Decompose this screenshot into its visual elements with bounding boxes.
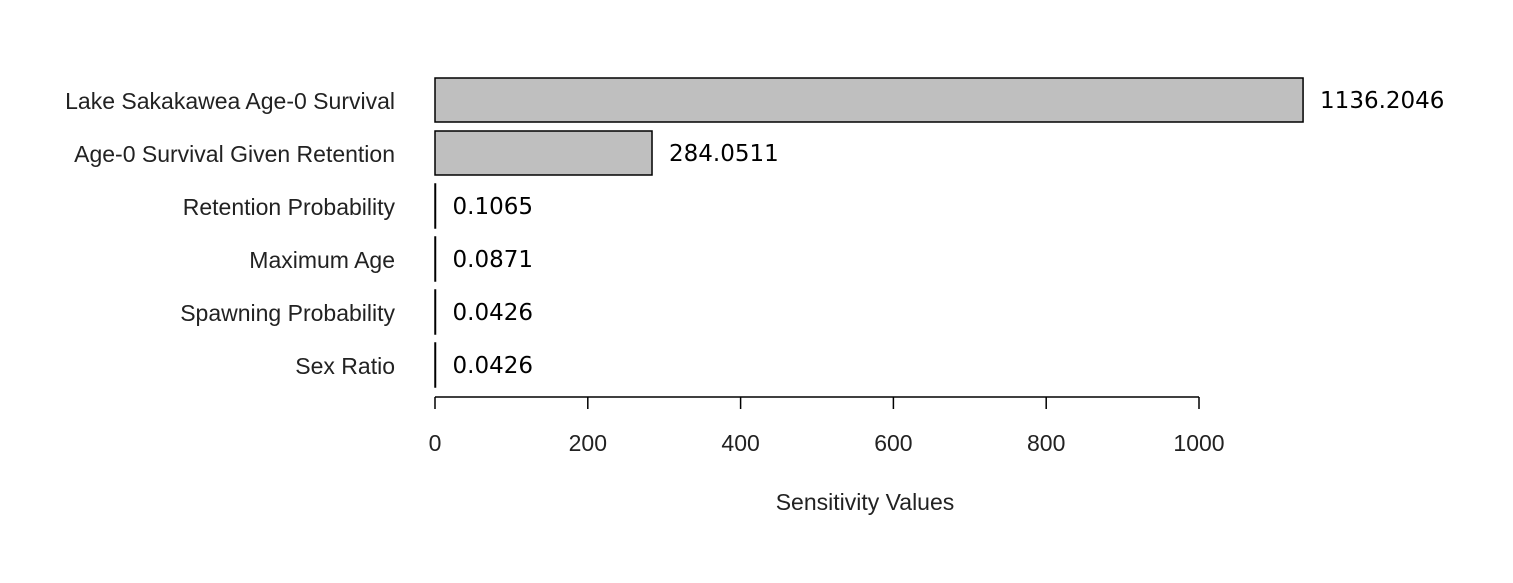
category-label: Retention Probability <box>183 194 396 220</box>
x-tick-label: 400 <box>721 430 759 456</box>
x-tick-label: 200 <box>569 430 607 456</box>
bar <box>434 236 437 282</box>
bar <box>434 130 653 176</box>
x-axis-ticks: 0 200 400 600 800 1000 <box>429 397 1225 456</box>
bars <box>434 77 1304 388</box>
bar-value-label: 0.1065 <box>453 194 533 220</box>
bar <box>434 342 437 388</box>
x-tick-label: 1000 <box>1173 430 1224 456</box>
category-label: Maximum Age <box>249 247 395 273</box>
category-label: Spawning Probability <box>180 300 395 326</box>
x-tick-label: 600 <box>874 430 912 456</box>
bar <box>434 183 437 229</box>
bar <box>434 289 437 335</box>
x-tick-label: 800 <box>1027 430 1065 456</box>
bar <box>434 77 1304 123</box>
category-label: Lake Sakakawea Age-0 Survival <box>65 88 395 114</box>
category-label: Sex Ratio <box>295 353 395 379</box>
value-labels: 1136.2046 284.0511 0.1065 0.0871 0.0426 0.042… <box>453 88 1445 379</box>
x-tick-label: 0 <box>429 430 442 456</box>
x-axis-title: Sensitivity Values <box>776 489 955 515</box>
x-axis: 0 200 400 600 800 1000 <box>429 396 1225 456</box>
bar-value-label: 0.0426 <box>453 300 533 326</box>
bar-value-label: 0.0426 <box>453 353 533 379</box>
bar-value-label: 0.0871 <box>453 247 533 273</box>
bar-value-label: 284.0511 <box>669 141 779 167</box>
bar-value-label: 1136.2046 <box>1320 88 1444 114</box>
category-label: Age-0 Survival Given Retention <box>74 141 395 167</box>
category-labels: Lake Sakakawea Age-0 Survival Age-0 Survi… <box>65 88 395 379</box>
